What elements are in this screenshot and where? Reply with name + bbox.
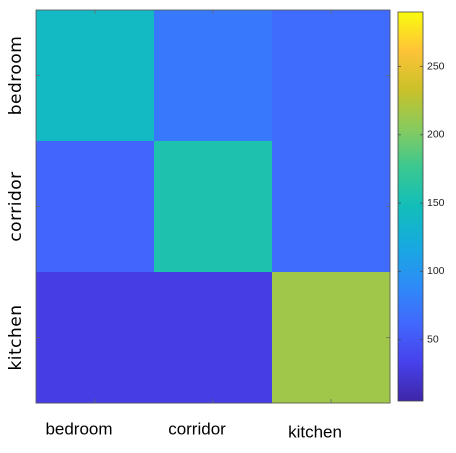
heatmap-cell	[36, 10, 155, 142]
row-label: kitchen	[6, 304, 26, 370]
heatmap-cell	[154, 10, 273, 142]
heatmap-cells	[36, 10, 391, 404]
colorbar-tick-label: 150	[427, 197, 445, 209]
heatmap-cell	[154, 272, 273, 404]
colorbar-tick-label: 200	[427, 129, 445, 141]
heatmap-cell	[36, 141, 155, 273]
colorbar-tick-label: 100	[427, 265, 445, 277]
row-label: bedroom	[6, 36, 26, 116]
plot-ticks	[36, 10, 390, 403]
colorbar-frame	[397, 11, 424, 402]
col-labels: bedroom corridor kitchen	[45, 419, 341, 441]
row-label: corridor	[6, 171, 26, 241]
colorbar-ticks: 50 100 150 200 250	[398, 60, 445, 345]
colorbar-tick-label: 50	[427, 333, 439, 345]
heatmap-cell	[272, 141, 391, 273]
plot-frame	[35, 9, 391, 404]
colorbar-tick-label: 250	[427, 60, 445, 72]
col-label: bedroom	[45, 419, 112, 438]
row-labels: bedroom corridor kitchen	[6, 36, 26, 371]
heatmap-cell	[154, 141, 273, 273]
colorbar-gradient	[398, 12, 423, 401]
heatmap-cell	[36, 272, 155, 404]
col-label: kitchen	[288, 422, 342, 441]
heatmap-cell	[272, 10, 391, 142]
heatmap-cell	[272, 272, 391, 404]
colorbar: 50 100 150 200 250	[397, 11, 445, 402]
col-label: corridor	[168, 419, 226, 438]
